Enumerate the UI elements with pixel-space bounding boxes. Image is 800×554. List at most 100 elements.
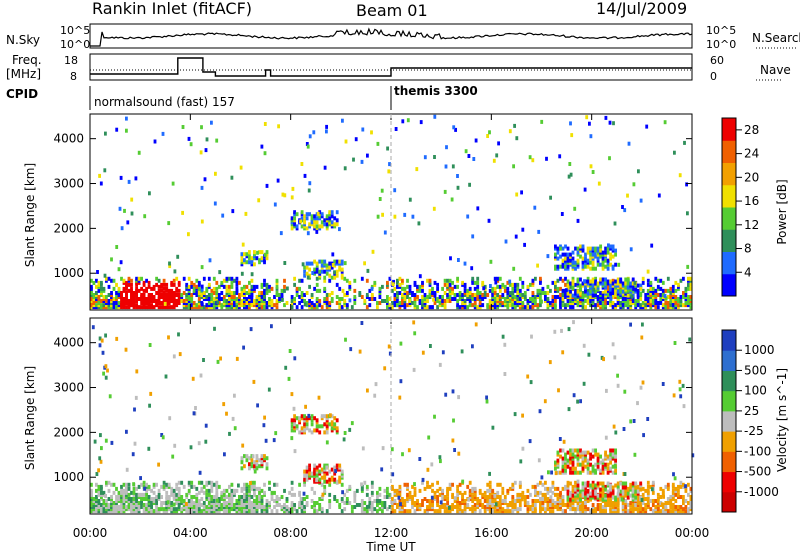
data-cell: [521, 284, 525, 289]
data-cell: [117, 291, 121, 295]
data-cell: [619, 489, 623, 494]
data-cell: [526, 374, 530, 379]
data-cell: [596, 246, 600, 251]
data-cell: [393, 303, 397, 308]
data-cell: [140, 497, 144, 501]
data-cell: [228, 297, 231, 301]
data-cell: [328, 210, 332, 215]
data-cell: [531, 499, 535, 503]
data-cell: [621, 487, 625, 492]
data-cell: [318, 288, 322, 293]
data-cell: [406, 482, 409, 487]
data-cell: [202, 305, 206, 310]
data-cell: [636, 485, 640, 490]
data-cell: [318, 424, 322, 429]
data-cell: [413, 280, 417, 285]
data-cell: [195, 486, 199, 491]
data-cell: [594, 495, 598, 500]
data-cell: [493, 505, 497, 509]
data-cell: [275, 482, 279, 487]
data-cell: [599, 291, 603, 295]
y-tick-label: 1000: [53, 470, 84, 484]
data-cell: [92, 507, 96, 512]
data-cell: [671, 503, 675, 507]
data-cell: [446, 282, 450, 287]
data-cell: [198, 470, 202, 475]
data-cell: [388, 303, 392, 308]
data-cell: [376, 499, 379, 503]
data-cell: [125, 305, 128, 310]
data-cell: [373, 499, 377, 503]
data-cell: [451, 438, 455, 443]
data-cell: [283, 503, 286, 507]
data-cell: [303, 299, 307, 303]
data-cell: [659, 286, 663, 291]
data-cell: [315, 288, 319, 293]
data-cell: [468, 291, 472, 295]
data-cell: [350, 509, 354, 514]
data-cell: [556, 505, 560, 509]
data-cell: [619, 289, 623, 294]
data-cell: [135, 492, 139, 497]
data-cell: [669, 303, 673, 308]
data-cell: [112, 301, 116, 305]
data-cell: [100, 507, 103, 512]
data-cell: [537, 458, 541, 463]
data-cell: [155, 303, 159, 308]
data-cell: [571, 256, 575, 261]
data-cell: [258, 458, 261, 463]
data-cell: [305, 501, 309, 505]
data-cell: [376, 141, 380, 146]
data-cell: [611, 495, 615, 500]
data-cell: [539, 295, 542, 299]
data-cell: [651, 509, 655, 514]
data-cell: [263, 288, 266, 293]
data-cell: [303, 218, 307, 223]
data-cell: [127, 486, 131, 491]
data-cell: [682, 303, 685, 308]
data-cell: [564, 276, 567, 281]
data-cell: [205, 507, 209, 512]
data-cell: [235, 507, 239, 512]
nave-tick-top: 60: [710, 54, 724, 67]
data-cell: [275, 299, 279, 303]
data-cell: [594, 462, 598, 467]
y-tick-label: 4000: [53, 336, 84, 350]
data-cell: [107, 507, 111, 512]
freq-strip: Freq. [MHz] Nave 18 8 60 0: [6, 53, 791, 83]
data-cell: [263, 122, 267, 126]
data-cell: [248, 250, 251, 255]
data-cell: [689, 486, 693, 491]
colorbar-tick-label: 25: [744, 404, 759, 418]
freq-tick-top: 18: [64, 54, 78, 67]
data-cell: [554, 244, 557, 249]
data-cell: [222, 295, 226, 299]
data-cell: [518, 499, 522, 503]
data-cell: [601, 464, 605, 469]
data-cell: [130, 303, 133, 308]
data-cell: [308, 463, 312, 468]
data-cell: [378, 499, 382, 503]
data-cell: [140, 305, 144, 310]
data-cell: [684, 505, 688, 509]
data-cell: [491, 425, 495, 430]
data-cell: [406, 303, 409, 308]
data-cell: [513, 282, 517, 287]
data-cell: [149, 391, 153, 396]
data-cell: [561, 262, 565, 267]
data-cell: [310, 473, 314, 478]
data-cell: [403, 291, 407, 295]
data-cell: [370, 484, 374, 489]
data-cell: [205, 286, 209, 291]
data-cell: [248, 291, 251, 295]
data-cell: [315, 305, 319, 310]
data-cell: [230, 276, 234, 281]
data-cell: [408, 197, 412, 202]
data-cell: [569, 305, 572, 310]
data-cell: [621, 289, 625, 294]
data-cell: [105, 480, 108, 485]
data-cell: [177, 480, 181, 485]
colorbar-tick-label: 8: [744, 242, 752, 256]
data-cell: [200, 265, 204, 270]
